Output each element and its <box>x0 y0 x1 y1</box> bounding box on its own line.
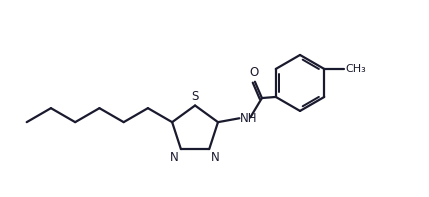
Text: O: O <box>249 66 258 79</box>
Text: N: N <box>170 151 179 164</box>
Text: S: S <box>191 90 199 103</box>
Text: N: N <box>211 151 220 164</box>
Text: NH: NH <box>240 112 258 125</box>
Text: CH₃: CH₃ <box>346 64 366 74</box>
